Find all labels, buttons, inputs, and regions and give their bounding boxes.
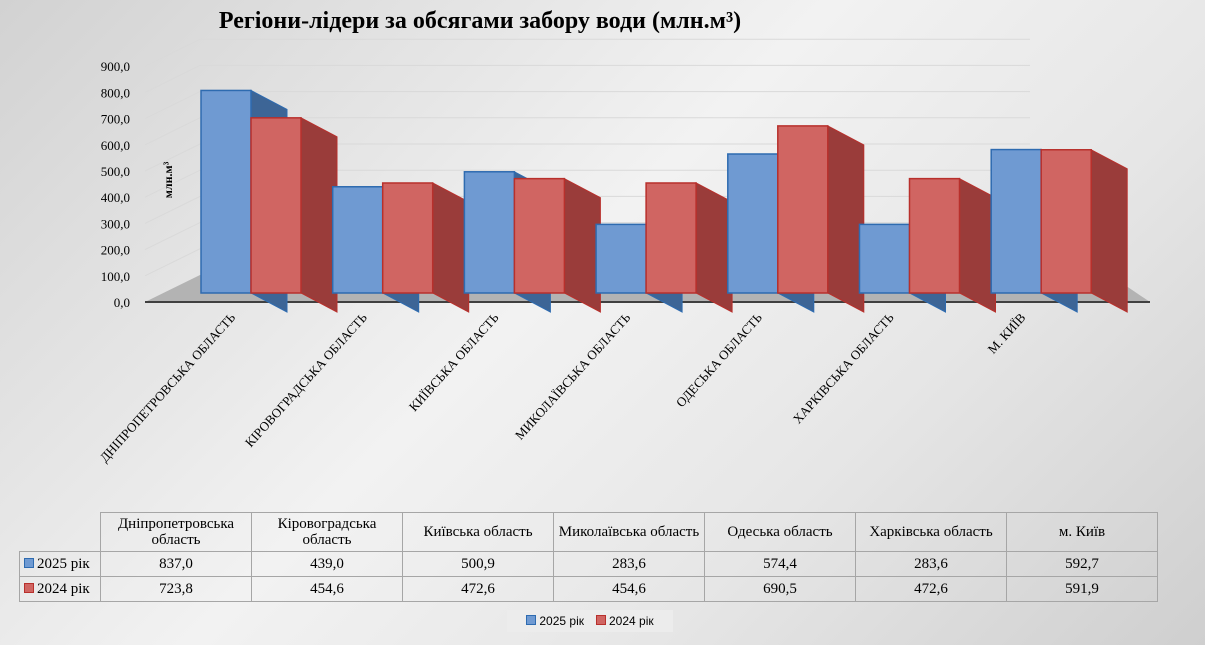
legend-swatch-icon (596, 615, 606, 625)
table-header-cell: Кіровоградська область (251, 512, 403, 552)
bar-2024 (1040, 149, 1092, 294)
gridline (144, 38, 1030, 67)
table-cell: 283,6 (855, 551, 1007, 577)
table-cell: 283,6 (553, 551, 705, 577)
x-tick-label: ДНІПРОПЕТРОВСЬКА ОБЛАСТЬ (97, 310, 239, 465)
bar-side (300, 117, 338, 313)
x-tick-label: КИЇВСЬКА ОБЛАСТЬ (406, 310, 502, 415)
table-cell: 574,4 (704, 551, 856, 577)
table-series-label: 2025 рік (19, 551, 101, 577)
y-tick-label: 600,0 (101, 138, 130, 153)
chart-plot: 0,0 100,0 200,0 300,0 400,0 500,0 600,0 700,0 80… (97, 38, 1150, 465)
y-tick-label: 500,0 (101, 164, 130, 179)
table-cell: 454,6 (251, 576, 403, 602)
table-cell: 454,6 (553, 576, 705, 602)
bar-2025 (595, 223, 647, 294)
table-cell: 500,9 (402, 551, 554, 577)
table-header-cell: Київська область (402, 512, 554, 552)
y-tick-label: 700,0 (101, 112, 130, 127)
bar-side (695, 182, 733, 313)
y-tick-label: 800,0 (101, 85, 130, 100)
table-corner (20, 513, 101, 552)
table-cell: 723,8 (100, 576, 252, 602)
table-series-label: 2024 рік (19, 576, 101, 602)
table-cell: 837,0 (100, 551, 252, 577)
bar-2025 (990, 148, 1042, 294)
bar-2024 (908, 177, 961, 294)
bar-side (432, 182, 470, 313)
gridline (144, 91, 1030, 120)
bar-2024 (777, 125, 829, 294)
y-tick-label: 900,0 (101, 59, 130, 74)
table-header-cell: м. Київ (1006, 512, 1158, 552)
legend-swatch-icon (24, 583, 34, 593)
gridline (144, 64, 1030, 93)
y-tick-label: 100,0 (101, 269, 130, 284)
table-header-cell: Одеська область (704, 512, 856, 552)
bar-2025 (727, 153, 779, 294)
x-tick-label: ОДЕСЬКА ОБЛАСТЬ (673, 310, 766, 410)
table-cell: 690,5 (704, 576, 856, 602)
table-cell: 472,6 (855, 576, 1007, 602)
chart-title: Регіони-лідери за обсягами забору води (… (218, 8, 742, 34)
x-tick-label: ХАРКІВСЬКА ОБЛАСТЬ (790, 310, 897, 427)
series-name: 2025 рік (37, 556, 90, 572)
bar-side (1090, 148, 1128, 313)
bar-2025 (463, 171, 516, 294)
bar-2025 (200, 89, 252, 294)
legend-swatch-icon (526, 615, 537, 625)
x-tick-label: МИКОЛАЇВСЬКА ОБЛАСТЬ (512, 310, 634, 443)
x-tick-label: КІРОВОГРАДСЬКА ОБЛАСТЬ (242, 310, 370, 450)
x-tick-label: М. КИЇВ (984, 310, 1028, 357)
table-cell: 591,9 (1006, 576, 1158, 602)
y-tick-label: 400,0 (101, 190, 130, 205)
y-tick-label: 0,0 (114, 295, 130, 310)
table-cell: 592,7 (1006, 551, 1158, 577)
y-tick-label: 300,0 (101, 216, 130, 231)
series-name: 2024 рік (37, 581, 90, 597)
gridline (144, 143, 1030, 172)
legend-label: 2024 рік (609, 614, 654, 628)
table-header-cell: Дніпропетровська область (100, 512, 252, 552)
bar-2024 (513, 177, 566, 294)
legend-swatch-icon (24, 558, 34, 568)
bar-2025 (858, 223, 911, 294)
bar-side (827, 125, 865, 313)
gridline (144, 117, 1030, 146)
legend: 2025 рік 2024 рік (507, 610, 673, 632)
y-axis-label: млн.м³ (161, 161, 175, 198)
bar-side (563, 177, 601, 313)
table-header-cell: Миколаївська область (553, 512, 705, 552)
legend-label: 2025 рік (539, 614, 584, 628)
bar-2024 (381, 182, 434, 294)
table-header-cell: Харківська область (855, 512, 1007, 552)
data-table: Дніпропетровська область Кіровоградська о… (19, 512, 1158, 602)
table-cell: 439,0 (251, 551, 403, 577)
y-tick-label: 200,0 (101, 243, 130, 258)
bar-2024 (250, 117, 302, 294)
legend-item: 2024 рік (596, 614, 654, 628)
table-cell: 472,6 (402, 576, 554, 602)
legend-item: 2025 рік (526, 614, 584, 628)
bar-2024 (645, 182, 697, 294)
bar-side (959, 177, 996, 313)
bar-2025 (331, 186, 384, 294)
